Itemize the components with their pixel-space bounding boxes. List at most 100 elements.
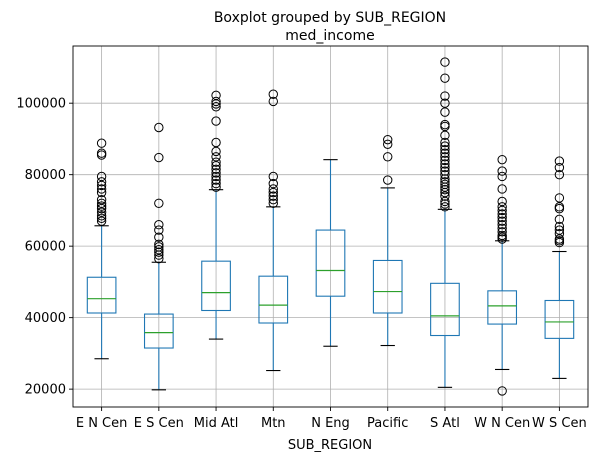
iqr-box <box>201 260 231 312</box>
outlier-point <box>96 187 107 198</box>
outlier-point <box>211 96 221 107</box>
outlier-point <box>211 116 221 126</box>
x-tick-label: W N Cen <box>474 416 530 431</box>
outlier-point <box>554 169 565 180</box>
outlier-point <box>383 139 393 149</box>
outlier-point <box>96 213 107 223</box>
outlier-point <box>440 199 450 209</box>
outlier-point <box>211 152 221 162</box>
y-tick-label: 80000 <box>25 168 66 183</box>
outlier-point <box>154 247 164 257</box>
y-tick-label: 100000 <box>16 97 66 112</box>
outlier-point <box>554 225 565 235</box>
outlier-point <box>96 171 107 182</box>
outlier-point <box>96 203 107 214</box>
outlier-point <box>554 228 565 239</box>
outlier-point <box>211 182 221 192</box>
outlier-point <box>154 220 164 230</box>
outlier-point <box>440 130 450 141</box>
outlier-point <box>268 96 278 107</box>
outlier-point <box>554 202 565 212</box>
outlier-point <box>440 202 450 212</box>
y-tick-label: 40000 <box>25 311 66 326</box>
outlier-point <box>497 227 507 237</box>
outlier-point <box>383 152 393 162</box>
outlier-point <box>154 225 164 235</box>
outlier-point <box>440 169 450 180</box>
outlier-point <box>96 184 107 194</box>
outlier-point <box>96 148 107 158</box>
outlier-point <box>96 177 107 187</box>
outlier-point <box>154 242 164 252</box>
outlier-point <box>440 107 450 117</box>
box-group <box>315 159 346 347</box>
outlier-point <box>96 216 107 226</box>
outlier-point <box>440 98 450 108</box>
outlier-point <box>154 245 164 255</box>
outlier-point <box>96 207 107 217</box>
outlier-point <box>211 137 221 148</box>
outlier-point <box>440 159 450 169</box>
outlier-point <box>497 196 507 207</box>
iqr-box <box>86 276 117 314</box>
outlier-point <box>497 202 507 212</box>
outlier-point <box>497 212 507 223</box>
outlier-point <box>497 209 507 219</box>
outlier-point <box>154 239 164 250</box>
outlier-point <box>268 178 278 189</box>
outlier-point <box>96 194 107 205</box>
iqr-box <box>143 313 174 349</box>
outlier-point <box>440 184 450 195</box>
outlier-point <box>211 90 221 101</box>
iqr-box <box>258 275 289 324</box>
outlier-point <box>268 191 278 201</box>
outlier-point <box>211 164 221 175</box>
outlier-point <box>440 137 450 148</box>
x-tick-label: Mid Atl <box>194 416 239 431</box>
x-tick-label: E N Cen <box>76 416 128 431</box>
plot-layer <box>86 57 575 396</box>
x-axis-label: SUB_REGION <box>288 438 372 453</box>
outlier-point <box>211 157 221 167</box>
x-tick-label: E S Cen <box>134 416 184 431</box>
outlier-point <box>96 211 107 221</box>
outlier-point <box>268 194 278 205</box>
outlier-point <box>440 148 450 158</box>
chart-title: Boxplot grouped by SUB_REGION <box>214 10 446 26</box>
outlier-point <box>497 184 507 194</box>
outlier-point <box>211 102 221 112</box>
outlier-point <box>154 122 164 133</box>
box-group <box>86 138 117 360</box>
outlier-point <box>497 223 507 233</box>
outlier-point <box>96 201 107 211</box>
outlier-point <box>96 198 107 208</box>
box-group <box>372 134 403 347</box>
x-tick-label: Mtn <box>261 416 286 431</box>
outlier-point <box>211 171 221 182</box>
y-tick-label: 60000 <box>25 240 66 255</box>
iqr-box <box>430 282 460 337</box>
outlier-point <box>554 193 565 203</box>
outlier-point <box>497 154 507 165</box>
outlier-point <box>383 134 393 145</box>
outlier-point <box>268 171 278 182</box>
outlier-point <box>440 179 450 190</box>
outlier-point <box>96 180 107 191</box>
iqr-box <box>544 299 575 339</box>
x-tick-label: N Eng <box>311 416 350 431</box>
outlier-point <box>154 253 164 264</box>
outlier-point <box>554 214 565 225</box>
box-group <box>430 57 460 388</box>
iqr-box <box>372 259 403 314</box>
outlier-point <box>497 216 507 226</box>
x-tick-label: W S Cen <box>532 416 587 431</box>
x-tick-label: S Atl <box>430 416 460 431</box>
outlier-point <box>211 146 221 157</box>
outlier-point <box>497 205 507 216</box>
outlier-point <box>154 232 164 242</box>
outlier-point <box>440 166 450 176</box>
outlier-point <box>440 177 450 187</box>
outlier-point <box>440 144 450 155</box>
outlier-point <box>554 221 565 232</box>
